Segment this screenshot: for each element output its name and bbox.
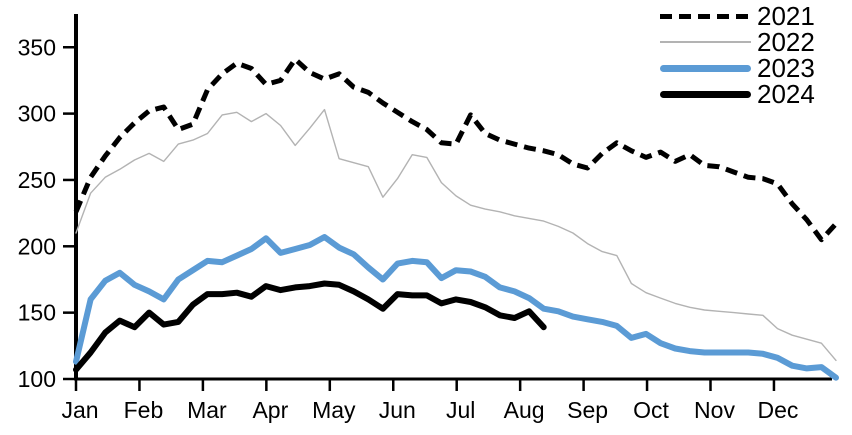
y-tick-label: 100 xyxy=(18,366,56,392)
y-tick-label: 350 xyxy=(18,34,56,60)
y-tick-label: 250 xyxy=(18,167,56,193)
y-tick-label: 200 xyxy=(18,233,56,259)
legend-item-2021: 2021 xyxy=(660,3,815,29)
legend-black-line-icon xyxy=(660,90,751,98)
legend-item-2024: 2024 xyxy=(660,81,815,107)
legend-blue-line-icon xyxy=(660,64,751,72)
legend-label-2023: 2023 xyxy=(757,53,815,83)
series-line-2022 xyxy=(75,108,837,362)
series-line-2024 xyxy=(73,280,547,373)
x-tick-label: Nov xyxy=(694,397,735,423)
x-tick-label: Jan xyxy=(61,397,98,423)
x-tick-label: Sep xyxy=(567,397,608,423)
legend: 2021 2022 2023 2024 xyxy=(660,3,815,107)
x-tick-label: Dec xyxy=(757,397,798,423)
x-tick-label: Feb xyxy=(124,397,164,423)
series-line-2023 xyxy=(73,234,839,381)
legend-item-2022: 2022 xyxy=(660,29,815,55)
series-line-2021 xyxy=(73,56,838,243)
x-tick-label: Jul xyxy=(446,397,475,423)
x-tick-label: May xyxy=(312,397,356,423)
legend-item-2023: 2023 xyxy=(660,55,815,81)
x-tick-label: Oct xyxy=(633,397,669,423)
x-tick-label: Aug xyxy=(504,397,545,423)
x-tick-label: Mar xyxy=(187,397,227,423)
legend-label-2024: 2024 xyxy=(757,79,815,109)
legend-dashed-line-icon xyxy=(660,13,751,19)
legend-label-2022: 2022 xyxy=(757,27,815,57)
y-tick-label: 300 xyxy=(18,101,56,127)
x-tick-label: Jun xyxy=(379,397,416,423)
y-tick-label: 150 xyxy=(18,300,56,326)
x-tick-label: Apr xyxy=(252,397,288,423)
legend-thin-line-icon xyxy=(660,41,751,43)
legend-label-2021: 2021 xyxy=(757,1,815,31)
